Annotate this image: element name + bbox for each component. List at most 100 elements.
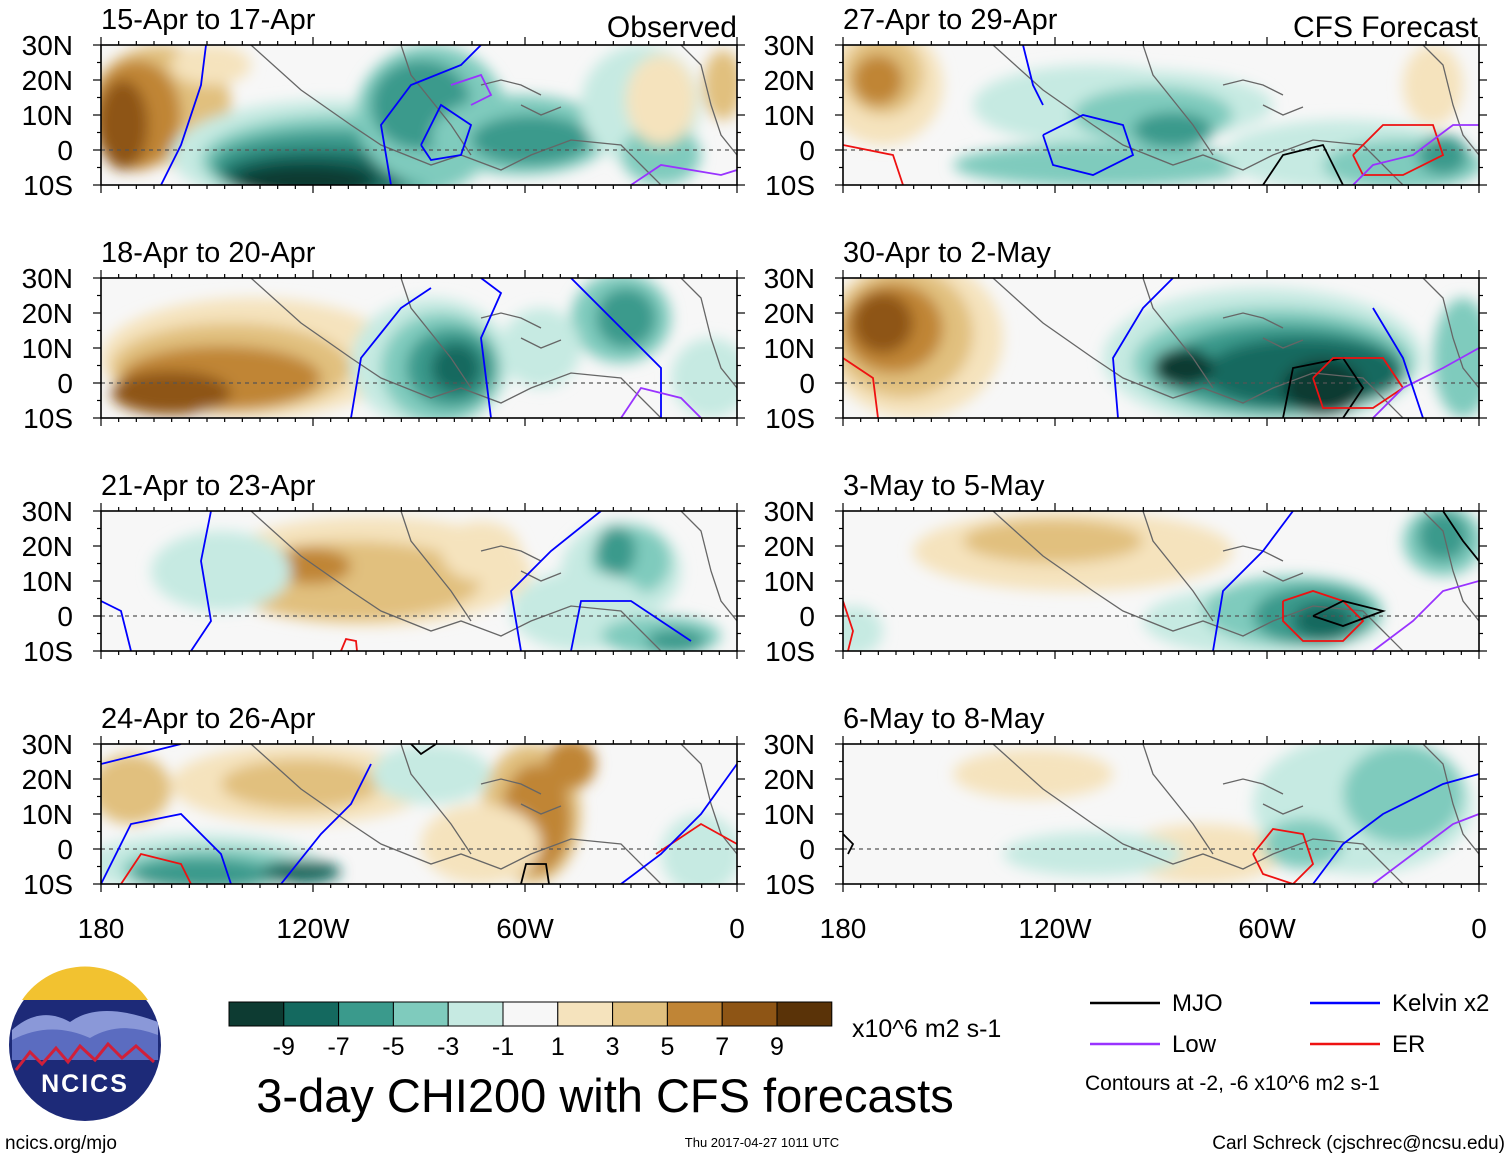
anomaly-shading: [546, 744, 596, 789]
lat-label: 10N: [22, 799, 73, 830]
coastline: [1222, 312, 1284, 329]
wave-contour: [1252, 828, 1315, 884]
wave-contour: [160, 45, 207, 185]
colorbar-tick-label: 7: [715, 1033, 729, 1061]
wave-contour: [1372, 813, 1479, 884]
anomaly-shading: [671, 338, 737, 418]
map-panel: 21-Apr to 23-Apr 30N 20N 10N 0 10S: [22, 470, 745, 667]
colorbar-units: x10^6 m2 s-1: [852, 1015, 1001, 1043]
lat-label: 10S: [765, 636, 815, 667]
lat-label: 0: [799, 368, 815, 399]
coastline: [1262, 337, 1304, 349]
coastline: [680, 511, 737, 622]
coastline: [680, 278, 737, 389]
lon-label: 180: [78, 913, 125, 944]
panel-title: 3-May to 5-May: [843, 470, 1045, 502]
footer-timestamp: Thu 2017-04-27 1011 UTC: [685, 1135, 839, 1150]
lat-label: 20N: [764, 298, 815, 329]
wave-contour: [1112, 278, 1174, 418]
colorbar-tick-label: 3: [606, 1033, 620, 1061]
anomaly-shading: [1418, 511, 1468, 561]
anomaly-shading: [236, 164, 376, 185]
lat-label: 20N: [764, 764, 815, 795]
lat-label: 0: [799, 135, 815, 166]
coastline: [250, 744, 662, 884]
anomaly-shading: [646, 629, 706, 651]
coastline: [1262, 803, 1304, 815]
coastline: [520, 104, 562, 116]
legend-label-er: ER: [1392, 1031, 1425, 1058]
lon-label: 120W: [1018, 913, 1092, 944]
anomaly-shading: [703, 50, 737, 120]
anomaly-shading: [271, 548, 351, 584]
wave-contour: [520, 863, 550, 884]
logo-text: NCICS: [41, 1070, 129, 1098]
anomaly-shading: [661, 814, 737, 884]
lat-label: 0: [57, 368, 73, 399]
lat-label: 0: [57, 135, 73, 166]
lat-label: 10S: [23, 636, 73, 667]
lon-label: 60W: [1238, 913, 1296, 944]
anomaly-shading: [261, 860, 341, 884]
wave-contour: [510, 511, 602, 651]
wave-contour: [101, 813, 232, 884]
legend-label-kelvin: Kelvin x2: [1392, 990, 1489, 1017]
lat-label: 10S: [23, 403, 73, 434]
coastline: [1142, 278, 1214, 389]
lat-label: 30N: [764, 263, 815, 294]
lat-label: 10S: [23, 170, 73, 201]
anomaly-shading: [953, 749, 1113, 799]
wave-contour: [1022, 45, 1044, 106]
lon-label: 120W: [276, 913, 350, 944]
anomaly-shading: [1283, 360, 1363, 416]
anomaly-shading: [101, 754, 171, 824]
coastline: [400, 45, 472, 156]
wave-contour: [620, 386, 702, 418]
wave-contour: [350, 287, 432, 418]
footer-credit: Carl Schreck (cjschrec@ncsu.edu): [1212, 1133, 1505, 1154]
anomaly-shading: [1003, 832, 1183, 876]
lat-label: 10S: [765, 869, 815, 900]
wave-contour: [101, 744, 182, 765]
legend-note: Contours at -2, -6 x10^6 m2 s-1: [1085, 1072, 1380, 1095]
anomaly-shading: [853, 293, 913, 353]
wave-contour: [280, 763, 372, 884]
colorbar-swatch: [283, 1001, 340, 1027]
lat-label: 0: [57, 834, 73, 865]
wave-contour: [843, 833, 855, 855]
footer-url[interactable]: ncics.org/mjo: [5, 1133, 117, 1154]
panel-title: 24-Apr to 26-Apr: [101, 703, 316, 735]
lat-label: 10N: [22, 100, 73, 131]
anomaly-shading: [431, 343, 481, 393]
coastline: [250, 511, 662, 651]
coastline: [1422, 744, 1479, 855]
wave-contour: [843, 600, 854, 651]
lat-label: 10S: [765, 403, 815, 434]
wave-contour: [420, 103, 473, 161]
wave-contour: [1262, 143, 1344, 185]
wave-contour: [410, 744, 437, 756]
lat-label: 10N: [22, 333, 73, 364]
colorbar-swatch: [228, 1001, 285, 1027]
anomaly-shading: [843, 606, 883, 651]
coastline: [680, 744, 737, 855]
coastline: [480, 545, 542, 562]
colorbar: -9 -7 -5 -3 -1 1 3 5 7 9: [228, 1001, 833, 1061]
lat-label: 10N: [764, 566, 815, 597]
wave-contour: [340, 637, 358, 651]
colorbar-swatch: [612, 1001, 668, 1027]
coastline: [400, 744, 472, 855]
map-panel: 30-Apr to 2-May 30N 20N 10N 0 10S: [764, 237, 1487, 434]
wave-contour: [1312, 600, 1387, 627]
lon-label: 60W: [496, 913, 554, 944]
colorbar-tick-label: -5: [382, 1033, 404, 1061]
lat-label: 0: [799, 834, 815, 865]
lat-label: 20N: [22, 531, 73, 562]
colorbar-swatch: [776, 1001, 833, 1027]
coastline: [1422, 278, 1479, 389]
lon-label: 0: [1471, 913, 1487, 944]
map-panel: 24-Apr to 26-Apr 30N 20N 10N 0 10S: [22, 703, 745, 900]
coastline: [1422, 511, 1479, 622]
